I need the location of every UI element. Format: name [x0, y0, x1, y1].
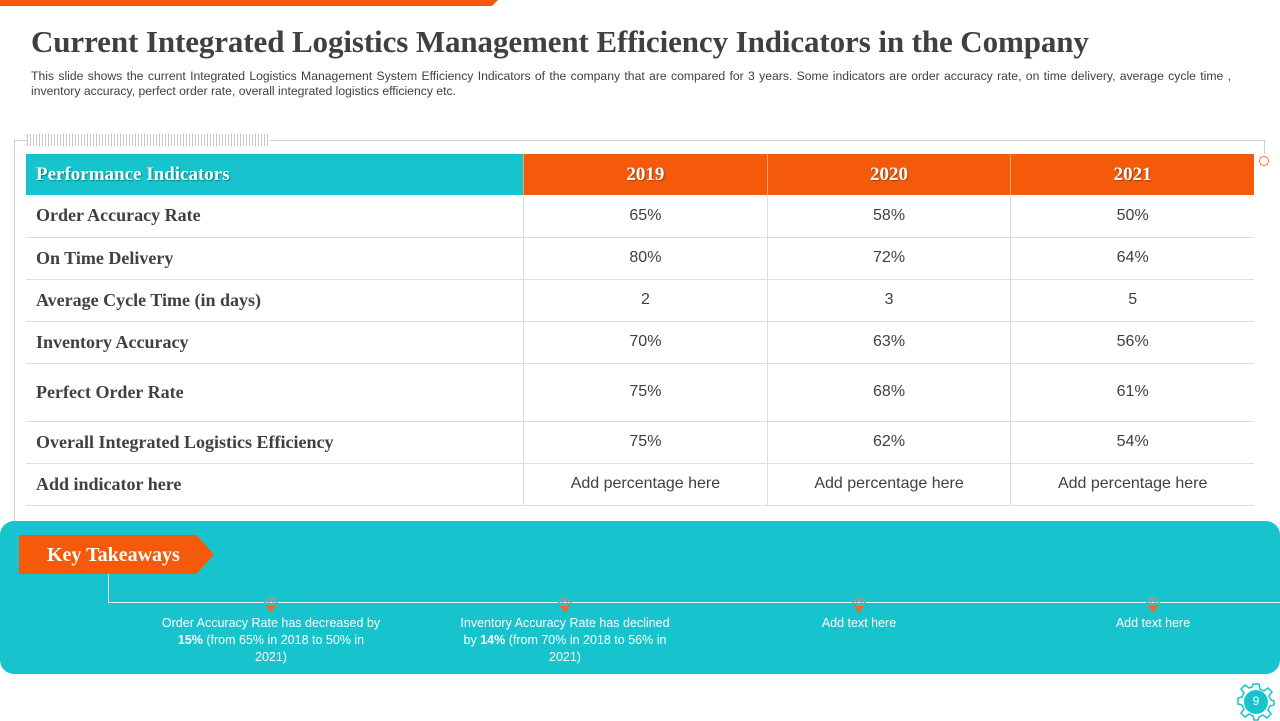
- takeaway-text-post: (from 70% in 2018 to 56% in 2021): [505, 633, 667, 664]
- table-row: Add indicator here Add percentage here A…: [26, 463, 1254, 506]
- table-header-row: Performance Indicators 2019 2020 2021: [26, 154, 1254, 195]
- connector-line-vertical: [108, 574, 109, 603]
- takeaway-text-post: (from 65% in 2018 to 50% in 2021): [202, 633, 365, 664]
- takeaway-text: Inventory Accuracy Rate has declined by …: [455, 615, 675, 666]
- indicator-name: Order Accuracy Rate: [26, 195, 524, 238]
- table-row: Average Cycle Time (in days) 2 3 5: [26, 279, 1254, 322]
- location-pin-icon: [1146, 597, 1160, 613]
- indicator-name: Add indicator here: [26, 463, 524, 506]
- header-2020: 2020: [766, 154, 1011, 195]
- value-cell: 62%: [766, 421, 1011, 464]
- indicator-name: On Time Delivery: [26, 237, 524, 280]
- takeaway-text: Add text here: [1043, 615, 1263, 632]
- key-takeaways-panel: [0, 521, 1280, 674]
- takeaway-text-pre: Inventory Accuracy Rate has declined by: [460, 616, 670, 647]
- indicator-name: Inventory Accuracy: [26, 321, 524, 364]
- takeaway-text-pre: Add text here: [821, 616, 897, 630]
- value-cell: 68%: [766, 363, 1011, 422]
- value-cell: 54%: [1010, 421, 1254, 464]
- table-row: Overall Integrated Logistics Efficiency …: [26, 421, 1254, 464]
- value-cell: 50%: [1010, 195, 1254, 238]
- table-row: On Time Delivery 80% 72% 64%: [26, 237, 1254, 280]
- page-number: 9: [1252, 694, 1260, 708]
- value-cell: 65%: [523, 195, 768, 238]
- key-takeaways-tag: [19, 535, 214, 574]
- header-2021: 2021: [1010, 154, 1254, 195]
- connector-line-horizontal: [108, 602, 1280, 603]
- takeaway-text-pre: Order Accuracy Rate has decreased by: [161, 616, 381, 630]
- slide-title: Current Integrated Logistics Management …: [31, 24, 1089, 59]
- table-row: Order Accuracy Rate 65% 58% 50%: [26, 195, 1254, 238]
- value-cell: 64%: [1010, 237, 1254, 280]
- header-2019: 2019: [523, 154, 768, 195]
- value-cell: 75%: [523, 363, 768, 422]
- ring-decoration: [1259, 156, 1269, 166]
- takeaway-text: Add text here: [749, 615, 969, 632]
- top-accent-bar: [0, 0, 498, 6]
- value-cell: Add percentage here: [1010, 463, 1254, 506]
- value-cell: 58%: [766, 195, 1011, 238]
- table-row: Perfect Order Rate 75% 68% 61%: [26, 363, 1254, 422]
- table-row: Inventory Accuracy 70% 63% 56%: [26, 321, 1254, 364]
- value-cell: 56%: [1010, 321, 1254, 364]
- indicator-name: Overall Integrated Logistics Efficiency: [26, 421, 524, 464]
- takeaway-text-pre: Add text here: [1115, 616, 1191, 630]
- value-cell: 63%: [766, 321, 1011, 364]
- takeaway-text: Order Accuracy Rate has decreased by 15%…: [161, 615, 381, 666]
- hatch-decoration: [27, 134, 270, 146]
- takeaway-highlight: 15%: [177, 633, 203, 647]
- value-cell: Add percentage here: [523, 463, 768, 506]
- location-pin-icon: [558, 597, 572, 613]
- indicator-name: Perfect Order Rate: [26, 363, 524, 422]
- indicators-table: Performance Indicators 2019 2020 2021 Or…: [26, 154, 1254, 506]
- value-cell: 80%: [523, 237, 768, 280]
- header-indicators: Performance Indicators: [26, 154, 524, 195]
- key-takeaways-label: Key Takeaways: [47, 544, 180, 566]
- indicator-name: Average Cycle Time (in days): [26, 279, 524, 322]
- value-cell: 70%: [523, 321, 768, 364]
- value-cell: 2: [523, 279, 768, 322]
- value-cell: 61%: [1010, 363, 1254, 422]
- slide-subtitle: This slide shows the current Integrated …: [31, 69, 1231, 98]
- value-cell: 75%: [523, 421, 768, 464]
- takeaway-highlight: 14%: [480, 633, 506, 647]
- value-cell: 5: [1010, 279, 1254, 322]
- value-cell: Add percentage here: [766, 463, 1011, 506]
- location-pin-icon: [264, 597, 278, 613]
- value-cell: 3: [766, 279, 1011, 322]
- table-frame: [14, 140, 1266, 531]
- frame-edge: [1264, 140, 1265, 154]
- value-cell: 72%: [766, 237, 1011, 280]
- location-pin-icon: [852, 597, 866, 613]
